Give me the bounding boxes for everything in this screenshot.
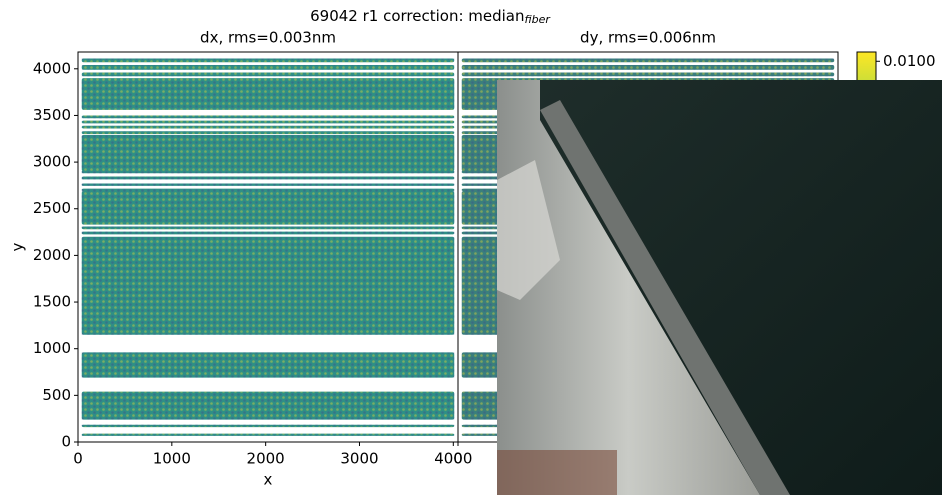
point-band-texture: [81, 226, 455, 230]
point-band-texture: [81, 170, 455, 174]
y-tick-label: 0: [61, 433, 71, 451]
point-band-texture: [461, 65, 835, 70]
photo-highlight: [497, 160, 560, 300]
title-main: 69042 r1 correction: median: [310, 7, 524, 25]
photo-overlay: [497, 80, 942, 495]
point-band-texture: [81, 391, 455, 420]
y-axis-label: y: [9, 242, 27, 251]
y-tick-label: 3000: [33, 153, 71, 171]
colorbar-tick-label: 0.0100: [883, 52, 936, 70]
y-tick-label: 2000: [33, 246, 71, 264]
title-subscript: fiber: [525, 13, 552, 26]
y-tick-label: 4000: [33, 59, 71, 77]
photo-metal: [497, 80, 760, 495]
chart-title: 69042 r1 correction: medianfiber: [310, 7, 551, 27]
y-tick-label: 1500: [33, 293, 71, 311]
x-tick-label: 2000: [247, 450, 285, 468]
point-band-texture: [81, 176, 455, 180]
point-band-texture: [81, 183, 455, 186]
point-band-texture: [81, 236, 455, 335]
point-band-texture: [81, 58, 455, 63]
point-band-texture: [81, 131, 455, 135]
panel-title: dy, rms=0.006nm: [580, 29, 716, 47]
point-band-texture: [81, 78, 455, 110]
point-band-texture: [461, 58, 835, 63]
x-tick-label: 0: [453, 450, 463, 468]
point-band-texture: [81, 424, 455, 428]
point-band-texture: [81, 352, 455, 378]
y-tick-label: 3500: [33, 106, 71, 124]
y-tick-label: 1000: [33, 339, 71, 357]
point-band-texture: [461, 72, 835, 77]
point-band-texture: [81, 65, 455, 70]
point-band-texture: [81, 115, 455, 119]
x-tick-label: 1000: [153, 450, 191, 468]
point-band-texture: [81, 188, 455, 192]
point-band-texture: [81, 72, 455, 77]
point-band-texture: [81, 120, 455, 124]
panel-title: dx, rms=0.003nm: [200, 29, 336, 47]
y-tick-label: 500: [42, 386, 71, 404]
point-band-texture: [81, 231, 455, 235]
point-band-texture: [81, 191, 455, 225]
x-axis-label: x: [264, 471, 273, 489]
photo-wire: [497, 450, 617, 495]
point-band-texture: [81, 125, 455, 129]
point-band-texture: [81, 433, 455, 436]
photo-edge: [540, 100, 790, 495]
y-tick-label: 2500: [33, 199, 71, 217]
x-tick-label: 4000: [434, 450, 472, 468]
x-tick-label: 3000: [340, 450, 378, 468]
point-band-texture: [81, 135, 455, 172]
x-tick-label: 0: [73, 450, 83, 468]
